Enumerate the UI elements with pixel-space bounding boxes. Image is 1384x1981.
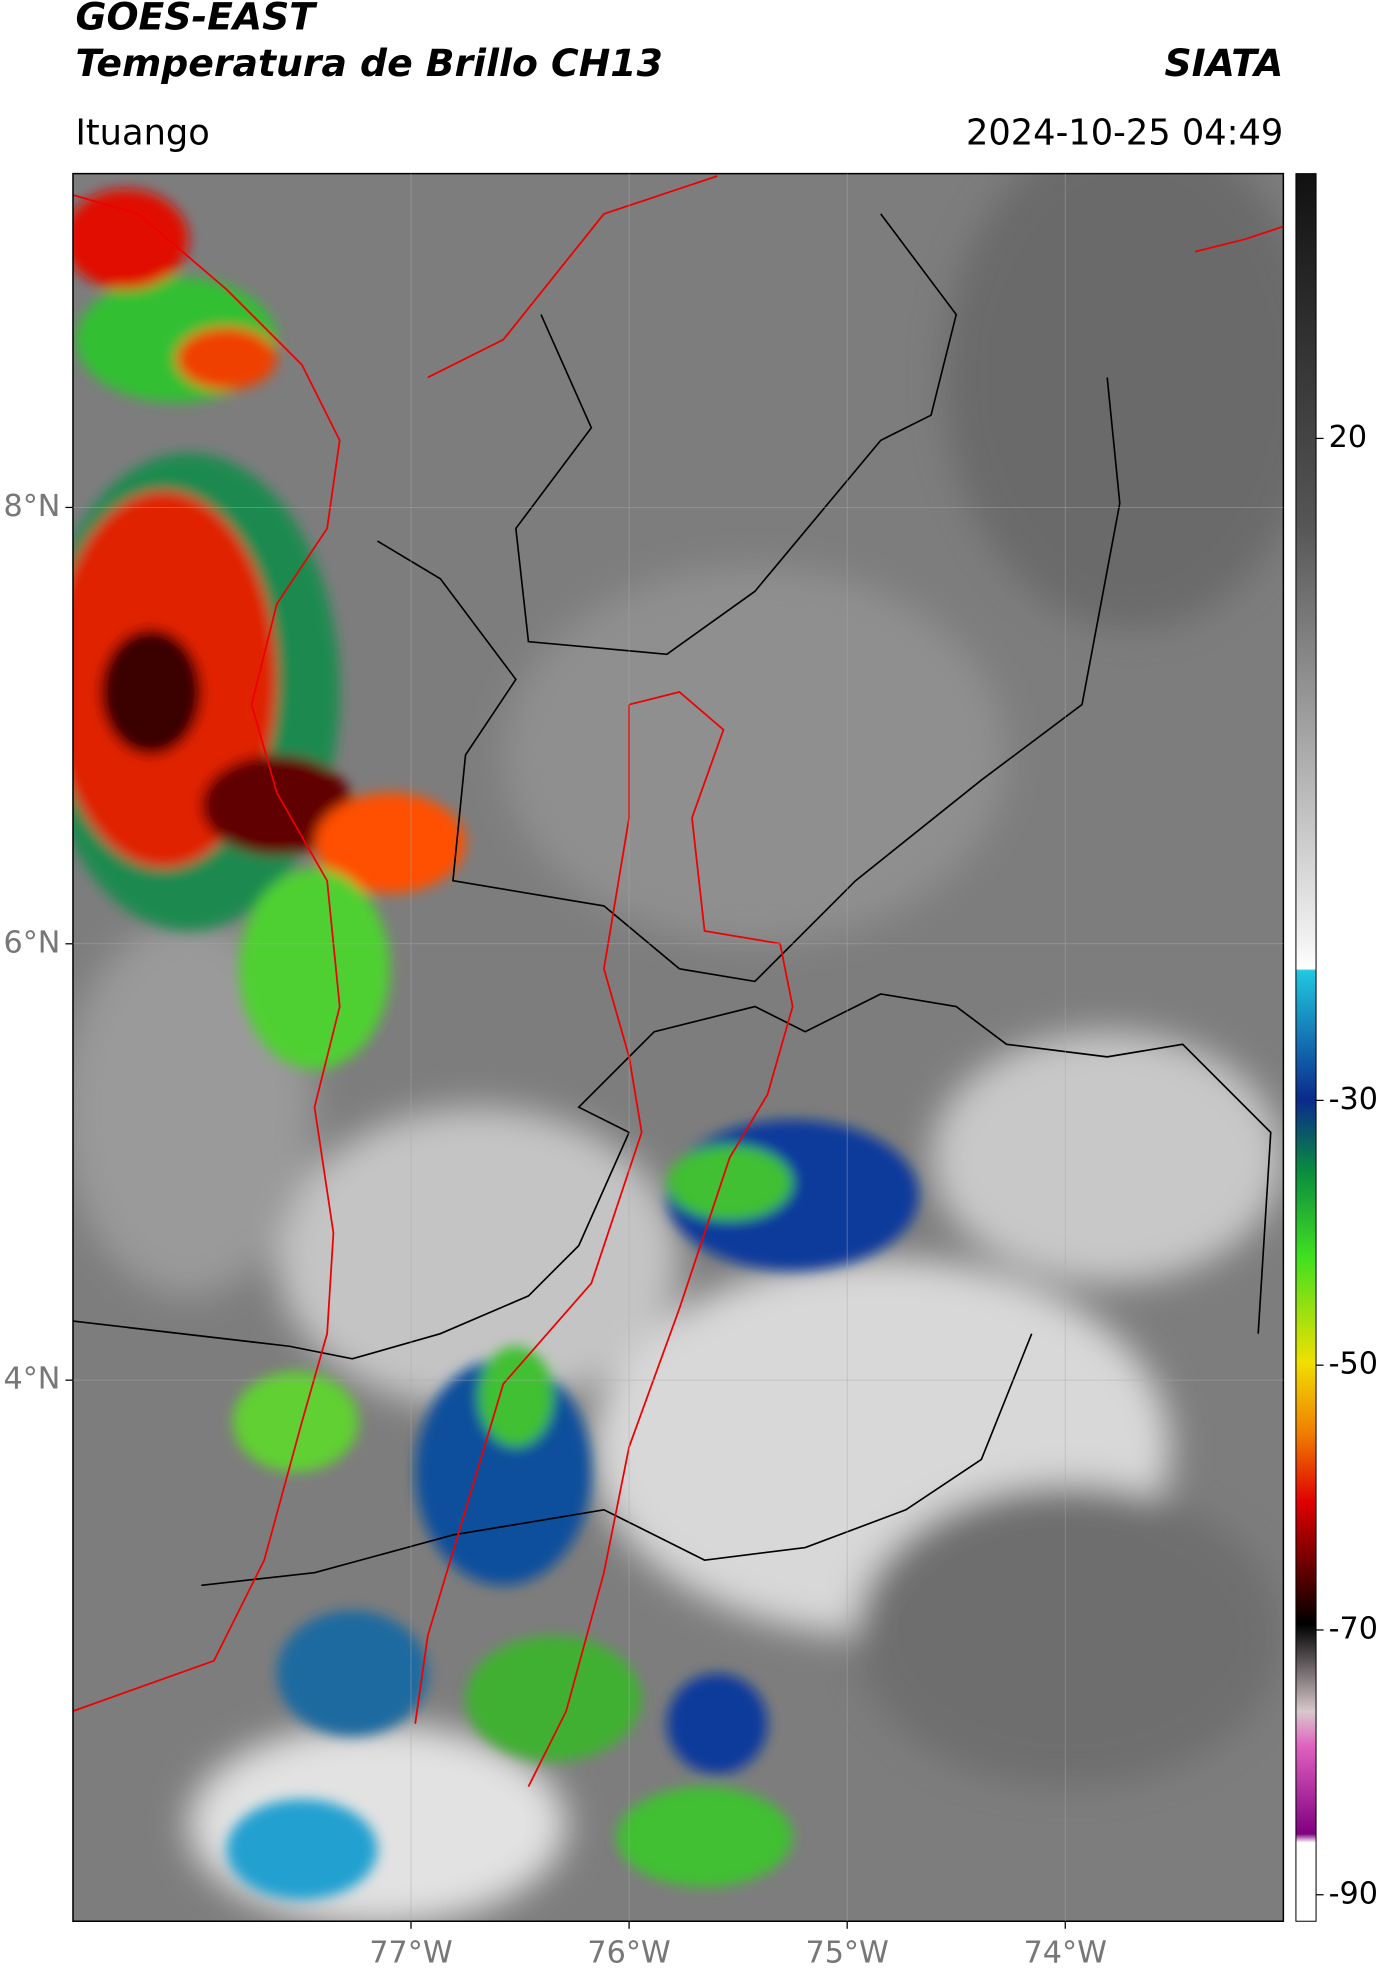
subtitle: Temperatura de Brillo CH13 [75,41,662,85]
y-tick-label: 6°N [4,925,61,960]
satellite-image [72,173,1284,1922]
x-tick-label: 76°W [587,1935,670,1970]
colorbar-tick-label: -30 [1329,1082,1378,1117]
colorbar-tick-label: 20 [1329,420,1367,455]
colorbar-tick-label: -90 [1329,1876,1378,1911]
x-tick-label: 77°W [369,1935,452,1970]
colorbar-tick-label: -70 [1329,1611,1378,1646]
colorbar-tick-label: -50 [1329,1347,1378,1382]
colorbar [1295,173,1317,1922]
map-frame [72,172,1285,1922]
y-tick-label: 8°N [4,489,61,524]
x-tick-label: 75°W [805,1935,888,1970]
datetime: 2024-10-25 04:49 [966,113,1283,154]
source: SIATA [1165,41,1284,85]
x-tick-label: 74°W [1024,1935,1107,1970]
y-tick-label: 4°N [4,1362,61,1397]
location: Ituango [75,113,209,154]
title: GOES-EAST [75,0,318,38]
